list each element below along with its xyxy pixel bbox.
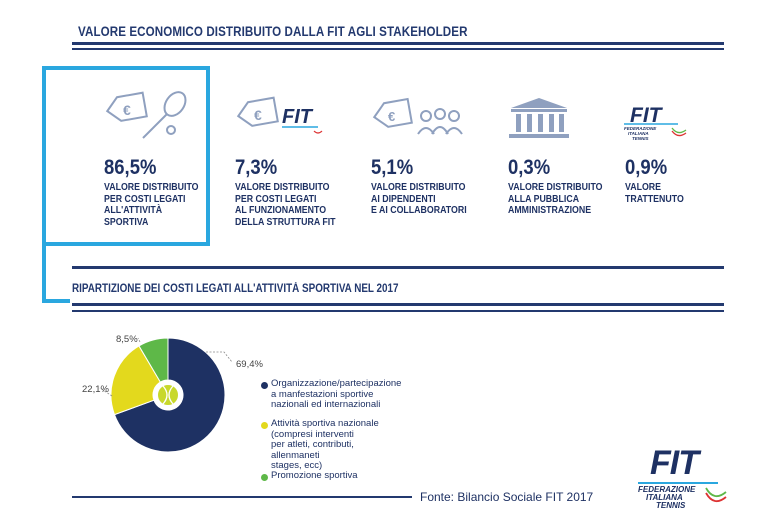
tennis-ball-icon [156, 383, 180, 407]
legend-swatch-attivita [261, 422, 268, 429]
chart-title-divider-thin [72, 310, 724, 312]
svg-text:FEDERAZIONE: FEDERAZIONE [624, 126, 657, 131]
page-title: VALORE ECONOMICO DISTRIBUITO DALLA FIT A… [78, 24, 468, 39]
fit-logo-brand: FIT [650, 444, 699, 482]
fit-logo-line2: ITALIANA [646, 493, 683, 502]
svg-text:FIT: FIT [630, 104, 664, 127]
pie-value-label-organizzazione: 69,4% [236, 359, 263, 370]
pie-value-label-attivita: 22,1% [82, 384, 109, 395]
legend-swatch-promozione [261, 474, 268, 481]
pie-value-label-promozione: 8,5% [116, 334, 138, 345]
stat-label-employees: VALORE DISTRIBUITO AI DIPENDENTI E AI CO… [371, 182, 467, 216]
stat-percent-sport: 86,5% [104, 156, 157, 179]
svg-text:€: € [123, 102, 131, 118]
government-building-icon [509, 98, 569, 138]
legend-label-organizzazione: Organizzazione/partecipazione a manfesta… [271, 378, 402, 410]
pie-slice-attivita [110, 345, 162, 416]
stat-percent-public-admin: 0,3% [508, 156, 551, 179]
highlight-connector-end [42, 299, 70, 303]
stat-label-structure: VALORE DISTRIBUITO PER COSTI LEGATI AL F… [235, 182, 336, 228]
pie-slice-organizzazione [113, 337, 226, 453]
legend-label-attivita: Attività sportiva nazionale (compresi in… [271, 418, 379, 471]
stat-label-public-admin: VALORE DISTRIBUITO ALLA PUBBLICA AMMINIS… [508, 182, 603, 216]
svg-text:ITALIANA: ITALIANA [628, 131, 649, 136]
fit-logo-icon: FIT FEDERAZIONE ITALIANA TENNIS [624, 104, 687, 141]
section-divider [72, 266, 724, 269]
pie-leader-line-attivita [99, 387, 113, 397]
stat-percent-structure: 7,3% [235, 156, 278, 179]
pie-leader-line-promozione [137, 337, 141, 343]
fit-logo-underline [638, 482, 718, 484]
stat-percent-employees: 5,1% [371, 156, 414, 179]
stat-label-retained: VALORE TRATTENUTO [625, 182, 684, 205]
euro-tag-fit-icon: € FIT [236, 96, 323, 134]
header-divider-thin [72, 48, 724, 50]
fit-logo-line3: TENNIS [656, 501, 686, 510]
footer-divider [72, 496, 412, 498]
euro-tag-racket-icon: € [105, 91, 187, 139]
highlight-connector [42, 246, 46, 302]
tennis-ball-seam-icon [162, 385, 174, 405]
fit-logo: FIT FEDERAZIONE ITALIANA TENNIS [638, 444, 738, 510]
stat-label-sport: VALORE DISTRIBUITO PER COSTI LEGATI ALL'… [104, 182, 199, 228]
legend-label-promozione: Promozione sportiva [271, 470, 358, 481]
chart-title-divider [72, 303, 724, 306]
header-divider [72, 42, 724, 45]
euro-tag-people-icon: € [372, 97, 463, 135]
highlight-frame [42, 66, 210, 246]
fit-logo-swoosh-icon [705, 487, 727, 503]
fit-logo-line1: FEDERAZIONE [638, 485, 696, 494]
svg-text:€: € [254, 107, 262, 123]
legend-swatch-organizzazione [261, 382, 268, 389]
svg-text:€: € [388, 109, 395, 124]
chart-title: RIPARTIZIONE DEI COSTI LEGATI ALL'ATTIVI… [72, 283, 399, 295]
svg-text:TENNIS: TENNIS [632, 136, 649, 141]
source-note: Fonte: Bilancio Sociale FIT 2017 [420, 490, 594, 504]
stat-percent-retained: 0,9% [625, 156, 668, 179]
pie-slice-promozione [138, 337, 169, 383]
svg-text:FIT: FIT [282, 106, 314, 128]
pie-leader-line-organizzazione [206, 351, 233, 363]
